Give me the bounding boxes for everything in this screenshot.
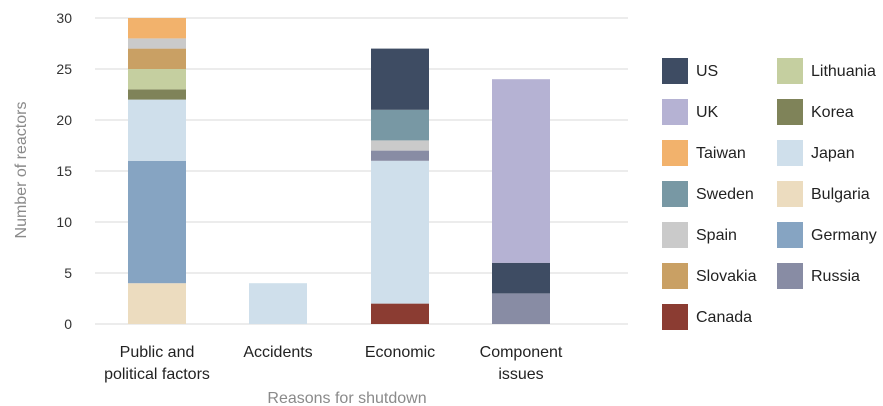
bar-segment-japan	[371, 160, 429, 304]
legend-label: Taiwan	[696, 145, 746, 162]
legend-label: Slovakia	[696, 268, 757, 285]
legend-label: Canada	[696, 309, 752, 326]
legend-swatch	[662, 58, 688, 84]
legend-swatch	[777, 58, 803, 84]
bar-segment-sweden	[371, 109, 429, 141]
x-category-label: Component issues	[480, 344, 563, 383]
bar-segment-germany	[128, 160, 186, 284]
bar-segment-japan	[249, 283, 307, 324]
legend-label: Russia	[811, 268, 860, 285]
bar-segment-canada	[371, 303, 429, 324]
bar-segment-lithuania	[128, 69, 186, 90]
y-axis-title: Number of reactors	[13, 102, 30, 239]
bars	[128, 18, 550, 324]
legend-item-bulgaria: Bulgaria	[777, 181, 870, 207]
legend-swatch	[777, 99, 803, 125]
y-axis-ticks: 0 5 10 15 20 25 30	[56, 10, 72, 332]
legend-item-canada: Canada	[662, 304, 752, 330]
legend-swatch	[662, 181, 688, 207]
x-category-label: Economic	[365, 344, 435, 361]
y-tick-label: 30	[56, 10, 72, 26]
bar-segment-us	[492, 262, 550, 294]
y-tick-label: 20	[56, 112, 72, 128]
legend-label: Korea	[811, 104, 854, 121]
bar-segment-japan	[128, 99, 186, 161]
legend-item-us: US	[662, 58, 718, 84]
legend-item-sweden: Sweden	[662, 181, 754, 207]
x-category-label: Accidents	[243, 344, 312, 361]
bar-segment-bulgaria	[128, 283, 186, 324]
y-tick-label: 10	[56, 214, 72, 230]
legend-swatch	[662, 263, 688, 289]
legend-item-spain: Spain	[662, 222, 737, 248]
y-tick-label: 25	[56, 61, 72, 77]
bar-segment-russia	[371, 150, 429, 161]
legend-swatch	[662, 140, 688, 166]
bar-segment-taiwan	[128, 18, 186, 39]
legend-item-uk: UK	[662, 99, 719, 125]
legend-item-russia: Russia	[777, 263, 860, 289]
x-axis-title: Reasons for shutdown	[267, 390, 426, 406]
bar-segment-slovakia	[128, 48, 186, 69]
legend-item-slovakia: Slovakia	[662, 263, 757, 289]
y-tick-label: 15	[56, 163, 72, 179]
legend-label: Japan	[811, 145, 855, 162]
legend-swatch	[777, 140, 803, 166]
legend-label: Bulgaria	[811, 186, 870, 203]
legend-item-korea: Korea	[777, 99, 854, 125]
legend-swatch	[777, 222, 803, 248]
legend-item-taiwan: Taiwan	[662, 140, 746, 166]
legend-swatch	[662, 304, 688, 330]
legend-label: Spain	[696, 227, 737, 244]
bar-segment-russia	[492, 293, 550, 324]
x-axis-categories: Public and political factors Accidents Econ…	[104, 344, 563, 383]
y-tick-label: 5	[64, 265, 72, 281]
y-tick-label: 0	[64, 316, 72, 332]
x-category-label: Public and political factors	[104, 344, 210, 383]
legend: US Lithuania UK Korea Taiwan Japan Sweden Bulga…	[662, 58, 877, 330]
legend-label: Sweden	[696, 186, 754, 203]
legend-label: Germany	[811, 227, 877, 244]
legend-swatch	[662, 222, 688, 248]
bar-segment-uk	[492, 79, 550, 263]
bar-segment-us	[371, 48, 429, 110]
legend-label: UK	[696, 104, 719, 121]
bar-segment-spain	[371, 140, 429, 151]
legend-label: Lithuania	[811, 63, 876, 80]
legend-swatch	[777, 263, 803, 289]
legend-swatch	[777, 181, 803, 207]
legend-label: US	[696, 63, 718, 80]
bar-segment-korea	[128, 89, 186, 100]
bar-segment-spain	[128, 38, 186, 49]
legend-item-lithuania: Lithuania	[777, 58, 876, 84]
legend-item-japan: Japan	[777, 140, 855, 166]
legend-item-germany: Germany	[777, 222, 877, 248]
legend-swatch	[662, 99, 688, 125]
